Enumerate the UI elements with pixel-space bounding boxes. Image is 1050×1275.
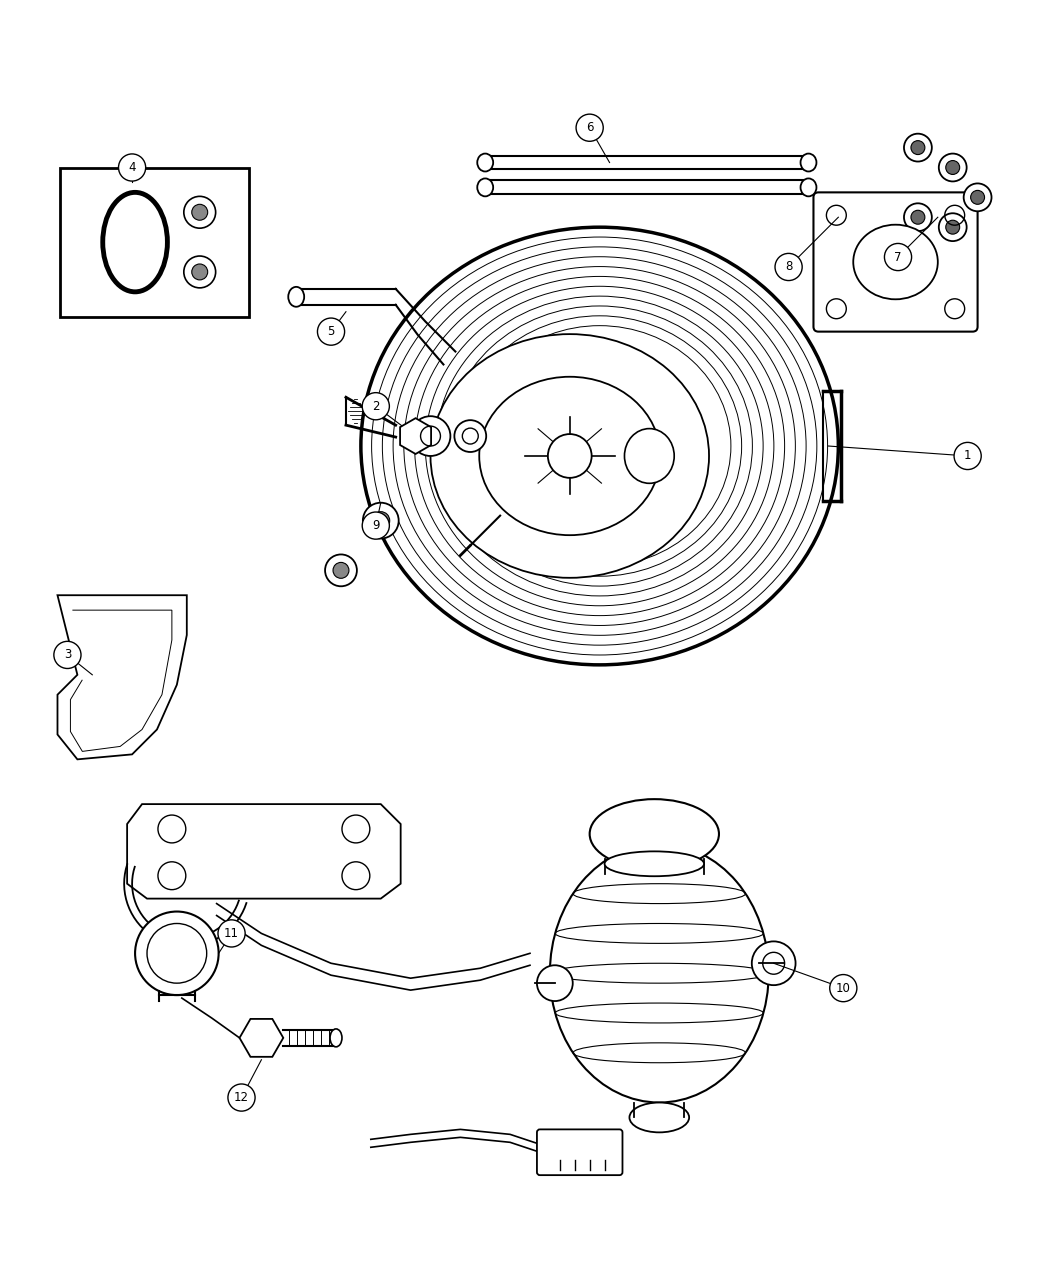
Circle shape: [954, 442, 981, 469]
Text: 11: 11: [224, 927, 239, 940]
Text: 1: 1: [964, 450, 971, 463]
Ellipse shape: [478, 153, 493, 171]
Circle shape: [363, 502, 399, 538]
Circle shape: [946, 161, 960, 175]
Circle shape: [192, 204, 208, 221]
FancyBboxPatch shape: [537, 1130, 623, 1176]
Circle shape: [228, 1084, 255, 1111]
Circle shape: [362, 393, 390, 419]
Ellipse shape: [289, 287, 304, 307]
Ellipse shape: [361, 227, 838, 664]
Circle shape: [184, 256, 215, 288]
Ellipse shape: [854, 224, 938, 300]
Ellipse shape: [605, 852, 705, 876]
Circle shape: [192, 264, 208, 280]
Ellipse shape: [629, 1103, 689, 1132]
Text: 8: 8: [785, 260, 793, 273]
Text: 2: 2: [372, 400, 379, 413]
Circle shape: [939, 213, 967, 241]
Circle shape: [548, 434, 591, 478]
Ellipse shape: [590, 799, 719, 868]
Bar: [61, 167, 250, 316]
Circle shape: [135, 912, 218, 995]
Circle shape: [939, 153, 967, 181]
Polygon shape: [58, 595, 187, 760]
Ellipse shape: [330, 1029, 342, 1047]
Circle shape: [576, 115, 604, 142]
Polygon shape: [400, 418, 432, 454]
Polygon shape: [239, 1019, 284, 1057]
Text: 4: 4: [128, 161, 135, 173]
Circle shape: [411, 416, 450, 456]
Circle shape: [455, 421, 486, 451]
Circle shape: [537, 965, 572, 1001]
Circle shape: [333, 562, 349, 579]
Ellipse shape: [800, 179, 817, 196]
Circle shape: [372, 511, 390, 529]
Ellipse shape: [800, 153, 817, 171]
Circle shape: [911, 140, 925, 154]
Ellipse shape: [478, 179, 493, 196]
Circle shape: [884, 244, 911, 270]
FancyBboxPatch shape: [814, 193, 978, 332]
Polygon shape: [127, 805, 401, 899]
Text: 5: 5: [328, 325, 335, 338]
Circle shape: [54, 641, 81, 668]
Circle shape: [904, 203, 931, 231]
Ellipse shape: [625, 428, 674, 483]
Circle shape: [964, 184, 991, 212]
Circle shape: [970, 190, 985, 204]
Circle shape: [752, 941, 796, 986]
Circle shape: [362, 513, 390, 539]
Text: 7: 7: [895, 250, 902, 264]
Text: 6: 6: [586, 121, 593, 134]
Circle shape: [830, 974, 857, 1002]
Circle shape: [317, 317, 344, 346]
Circle shape: [911, 210, 925, 224]
Ellipse shape: [430, 334, 709, 578]
Circle shape: [326, 555, 357, 586]
Ellipse shape: [550, 844, 769, 1103]
Circle shape: [775, 254, 802, 280]
Circle shape: [119, 154, 146, 181]
Text: 9: 9: [372, 519, 379, 532]
Text: 10: 10: [836, 982, 851, 994]
Text: 3: 3: [64, 649, 71, 662]
Circle shape: [184, 196, 215, 228]
Circle shape: [218, 919, 245, 947]
Circle shape: [946, 221, 960, 235]
Text: 12: 12: [234, 1091, 249, 1104]
Ellipse shape: [479, 376, 660, 536]
Circle shape: [904, 134, 931, 162]
